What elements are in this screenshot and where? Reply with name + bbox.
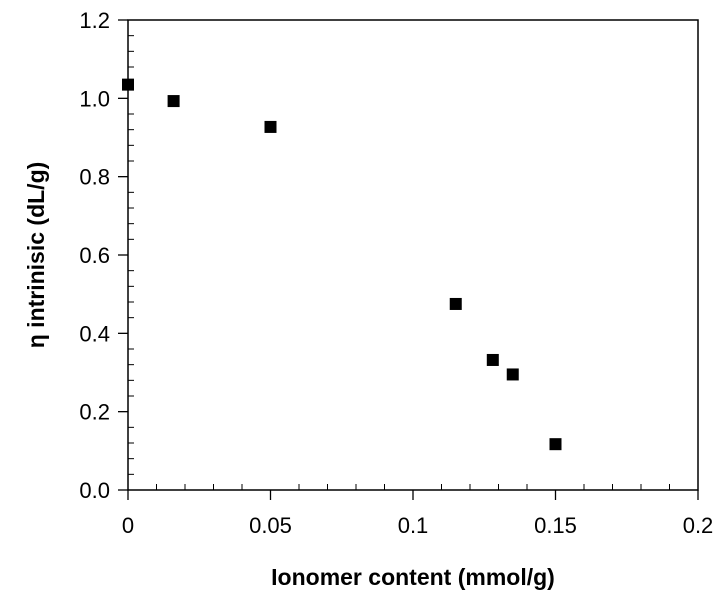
x-axis-title: Ionomer content (mmol/g): [271, 564, 555, 590]
x-tick-labels: 0 0.05 0.1 0.15 0.2: [122, 513, 713, 538]
y-tick-label: 1.2: [79, 8, 110, 33]
x-tick-label: 0.15: [534, 513, 577, 538]
data-point: [264, 120, 277, 133]
x-tick-label: 0.2: [683, 513, 714, 538]
data-points: [122, 78, 562, 451]
data-point: [506, 368, 519, 381]
data-point: [486, 353, 499, 366]
data-point: [549, 438, 562, 451]
data-point: [122, 78, 134, 91]
y-tick-label: 0.4: [79, 321, 110, 346]
y-axis-title: η intrinisic (dL/g): [23, 162, 49, 349]
minor-ticks: [128, 35, 670, 490]
x-tick-label: 0.1: [398, 513, 429, 538]
y-tick-label: 0.6: [79, 243, 110, 268]
y-tick-label: 0.0: [79, 478, 110, 503]
major-ticks: [118, 19, 699, 500]
data-point: [167, 95, 180, 108]
y-tick-label: 1.0: [79, 86, 110, 111]
plot-area-frame: [127, 19, 699, 491]
y-tick-label: 0.8: [79, 165, 110, 190]
x-tick-label: 0.05: [249, 513, 292, 538]
x-tick-label: 0: [122, 513, 134, 538]
y-tick-label: 0.2: [79, 400, 110, 425]
data-point: [449, 297, 462, 310]
y-tick-labels: 0.0 0.2 0.4 0.6 0.8 1.0 1.2: [79, 8, 110, 503]
